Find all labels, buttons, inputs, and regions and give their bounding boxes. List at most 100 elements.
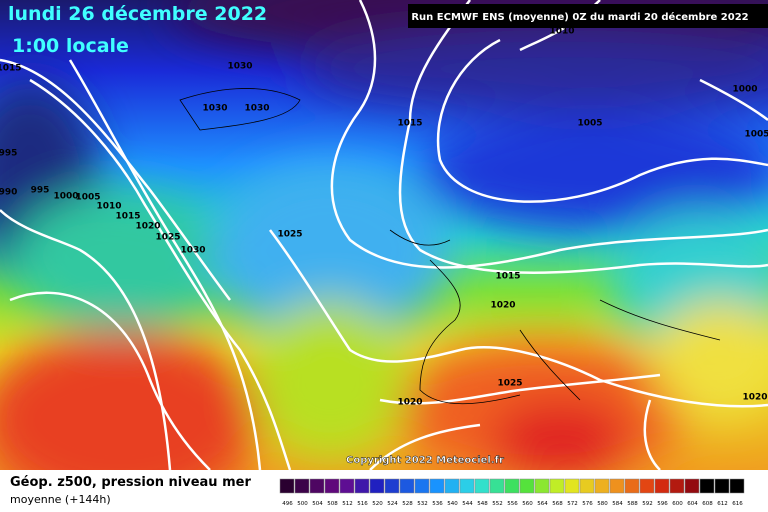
isobar-label: 1005 bbox=[75, 193, 100, 203]
isobar-label: 1025 bbox=[155, 233, 180, 243]
scale-label: 612 bbox=[717, 501, 728, 507]
color-scale: 496 500 504 508 512 516 520 524 528 532 536 540 544 5… bbox=[279, 478, 745, 507]
isobar-label: 1005 bbox=[577, 119, 602, 129]
isobar-label: 1010 bbox=[549, 27, 574, 37]
scale-swatch bbox=[714, 478, 730, 494]
isobar-label: 1030 bbox=[227, 62, 252, 72]
scale-swatch bbox=[594, 478, 610, 494]
run-banner bbox=[408, 4, 768, 28]
isobar-labels: 1015103010301030995990995100010051010101… bbox=[0, 27, 768, 408]
scale-label: 584 bbox=[612, 501, 623, 507]
legend-title: Géop. z500, pression niveau mer bbox=[10, 475, 251, 490]
scale-swatch bbox=[339, 478, 355, 494]
scale-label: 528 bbox=[402, 501, 413, 507]
scale-swatch bbox=[354, 478, 370, 494]
scale-label: 564 bbox=[537, 501, 548, 507]
isobar-label: 1010 bbox=[96, 202, 121, 212]
scale-label: 556 bbox=[507, 501, 518, 507]
scale-swatch bbox=[294, 478, 310, 494]
time-title: 1:00 locale bbox=[12, 35, 129, 57]
isobar-label: 1000 bbox=[53, 192, 78, 202]
isobar-label: 1020 bbox=[397, 398, 422, 408]
run-info: Run ECMWF ENS (moyenne) 0Z du mardi 20 d… bbox=[411, 11, 748, 23]
scale-swatch bbox=[579, 478, 595, 494]
scale-swatch bbox=[459, 478, 475, 494]
scale-swatch bbox=[399, 478, 415, 494]
isobar-label: 1020 bbox=[135, 222, 160, 232]
scale-label: 552 bbox=[492, 501, 503, 507]
isobar-label: 1030 bbox=[180, 246, 205, 256]
scale-swatch bbox=[384, 478, 400, 494]
isobar-label: 995 bbox=[0, 149, 17, 159]
scale-label: 532 bbox=[417, 501, 428, 507]
scale-label: 504 bbox=[312, 501, 323, 507]
scale-swatch bbox=[369, 478, 385, 494]
scale-label: 572 bbox=[567, 501, 578, 507]
isobar-label: 1015 bbox=[0, 64, 22, 74]
scale-swatch bbox=[669, 478, 685, 494]
scale-swatch bbox=[489, 478, 505, 494]
scale-swatch bbox=[309, 478, 325, 494]
scale-swatch bbox=[414, 478, 430, 494]
scale-label: 616 bbox=[732, 501, 743, 507]
scale-swatch bbox=[549, 478, 565, 494]
isobar-label: 990 bbox=[0, 188, 17, 198]
isobars bbox=[0, 0, 768, 470]
isobar-label: 1015 bbox=[397, 119, 422, 129]
scale-label: 596 bbox=[657, 501, 668, 507]
isobar-label: 1030 bbox=[244, 104, 269, 114]
scale-swatch bbox=[474, 478, 490, 494]
scale-swatch bbox=[279, 478, 295, 494]
coastlines bbox=[179, 88, 721, 405]
isobar-label: 1025 bbox=[277, 230, 302, 240]
isobar-label: 995 bbox=[31, 186, 50, 196]
isobar-label: 1015 bbox=[115, 212, 140, 222]
scale-label: 512 bbox=[342, 501, 353, 507]
scale-swatch bbox=[444, 478, 460, 494]
scale-swatch bbox=[609, 478, 625, 494]
copyright: Copyright 2022 Meteociel.fr bbox=[346, 455, 504, 466]
scale-swatch bbox=[504, 478, 520, 494]
scale-label: 524 bbox=[387, 501, 398, 507]
date-title: lundi 26 décembre 2022 bbox=[8, 3, 267, 25]
scale-label: 576 bbox=[582, 501, 593, 507]
scale-swatch bbox=[534, 478, 550, 494]
legend-subtitle: moyenne (+144h) bbox=[10, 493, 111, 506]
isobar-label: 1020 bbox=[742, 393, 767, 403]
scale-label: 568 bbox=[552, 501, 563, 507]
scale-swatch bbox=[699, 478, 715, 494]
scale-label: 548 bbox=[477, 501, 488, 507]
isobar-label: 1015 bbox=[495, 272, 520, 282]
scale-label: 604 bbox=[687, 501, 698, 507]
scale-label: 600 bbox=[672, 501, 683, 507]
scale-label: 540 bbox=[447, 501, 458, 507]
isobar-label: 1005 bbox=[744, 130, 768, 140]
scale-label: 516 bbox=[357, 501, 368, 507]
scale-swatch bbox=[684, 478, 700, 494]
scale-label: 608 bbox=[702, 501, 713, 507]
scale-swatch bbox=[639, 478, 655, 494]
scale-label: 536 bbox=[432, 501, 443, 507]
isobar-label: 1000 bbox=[732, 85, 757, 95]
isobar-label: 1025 bbox=[497, 379, 522, 389]
scale-swatch bbox=[429, 478, 445, 494]
scale-label: 508 bbox=[327, 501, 338, 507]
scale-label: 500 bbox=[297, 501, 308, 507]
scale-swatch bbox=[729, 478, 745, 494]
scale-swatch bbox=[564, 478, 580, 494]
scale-label: 588 bbox=[627, 501, 638, 507]
isobar-label: 1020 bbox=[490, 301, 515, 311]
scale-label: 580 bbox=[597, 501, 608, 507]
scale-label: 544 bbox=[462, 501, 473, 507]
scale-label: 496 bbox=[282, 501, 293, 507]
scale-label: 560 bbox=[522, 501, 533, 507]
scale-swatch bbox=[324, 478, 340, 494]
scale-label: 592 bbox=[642, 501, 653, 507]
scale-swatch bbox=[519, 478, 535, 494]
scale-label: 520 bbox=[372, 501, 383, 507]
scale-swatch bbox=[624, 478, 640, 494]
scale-swatch bbox=[654, 478, 670, 494]
